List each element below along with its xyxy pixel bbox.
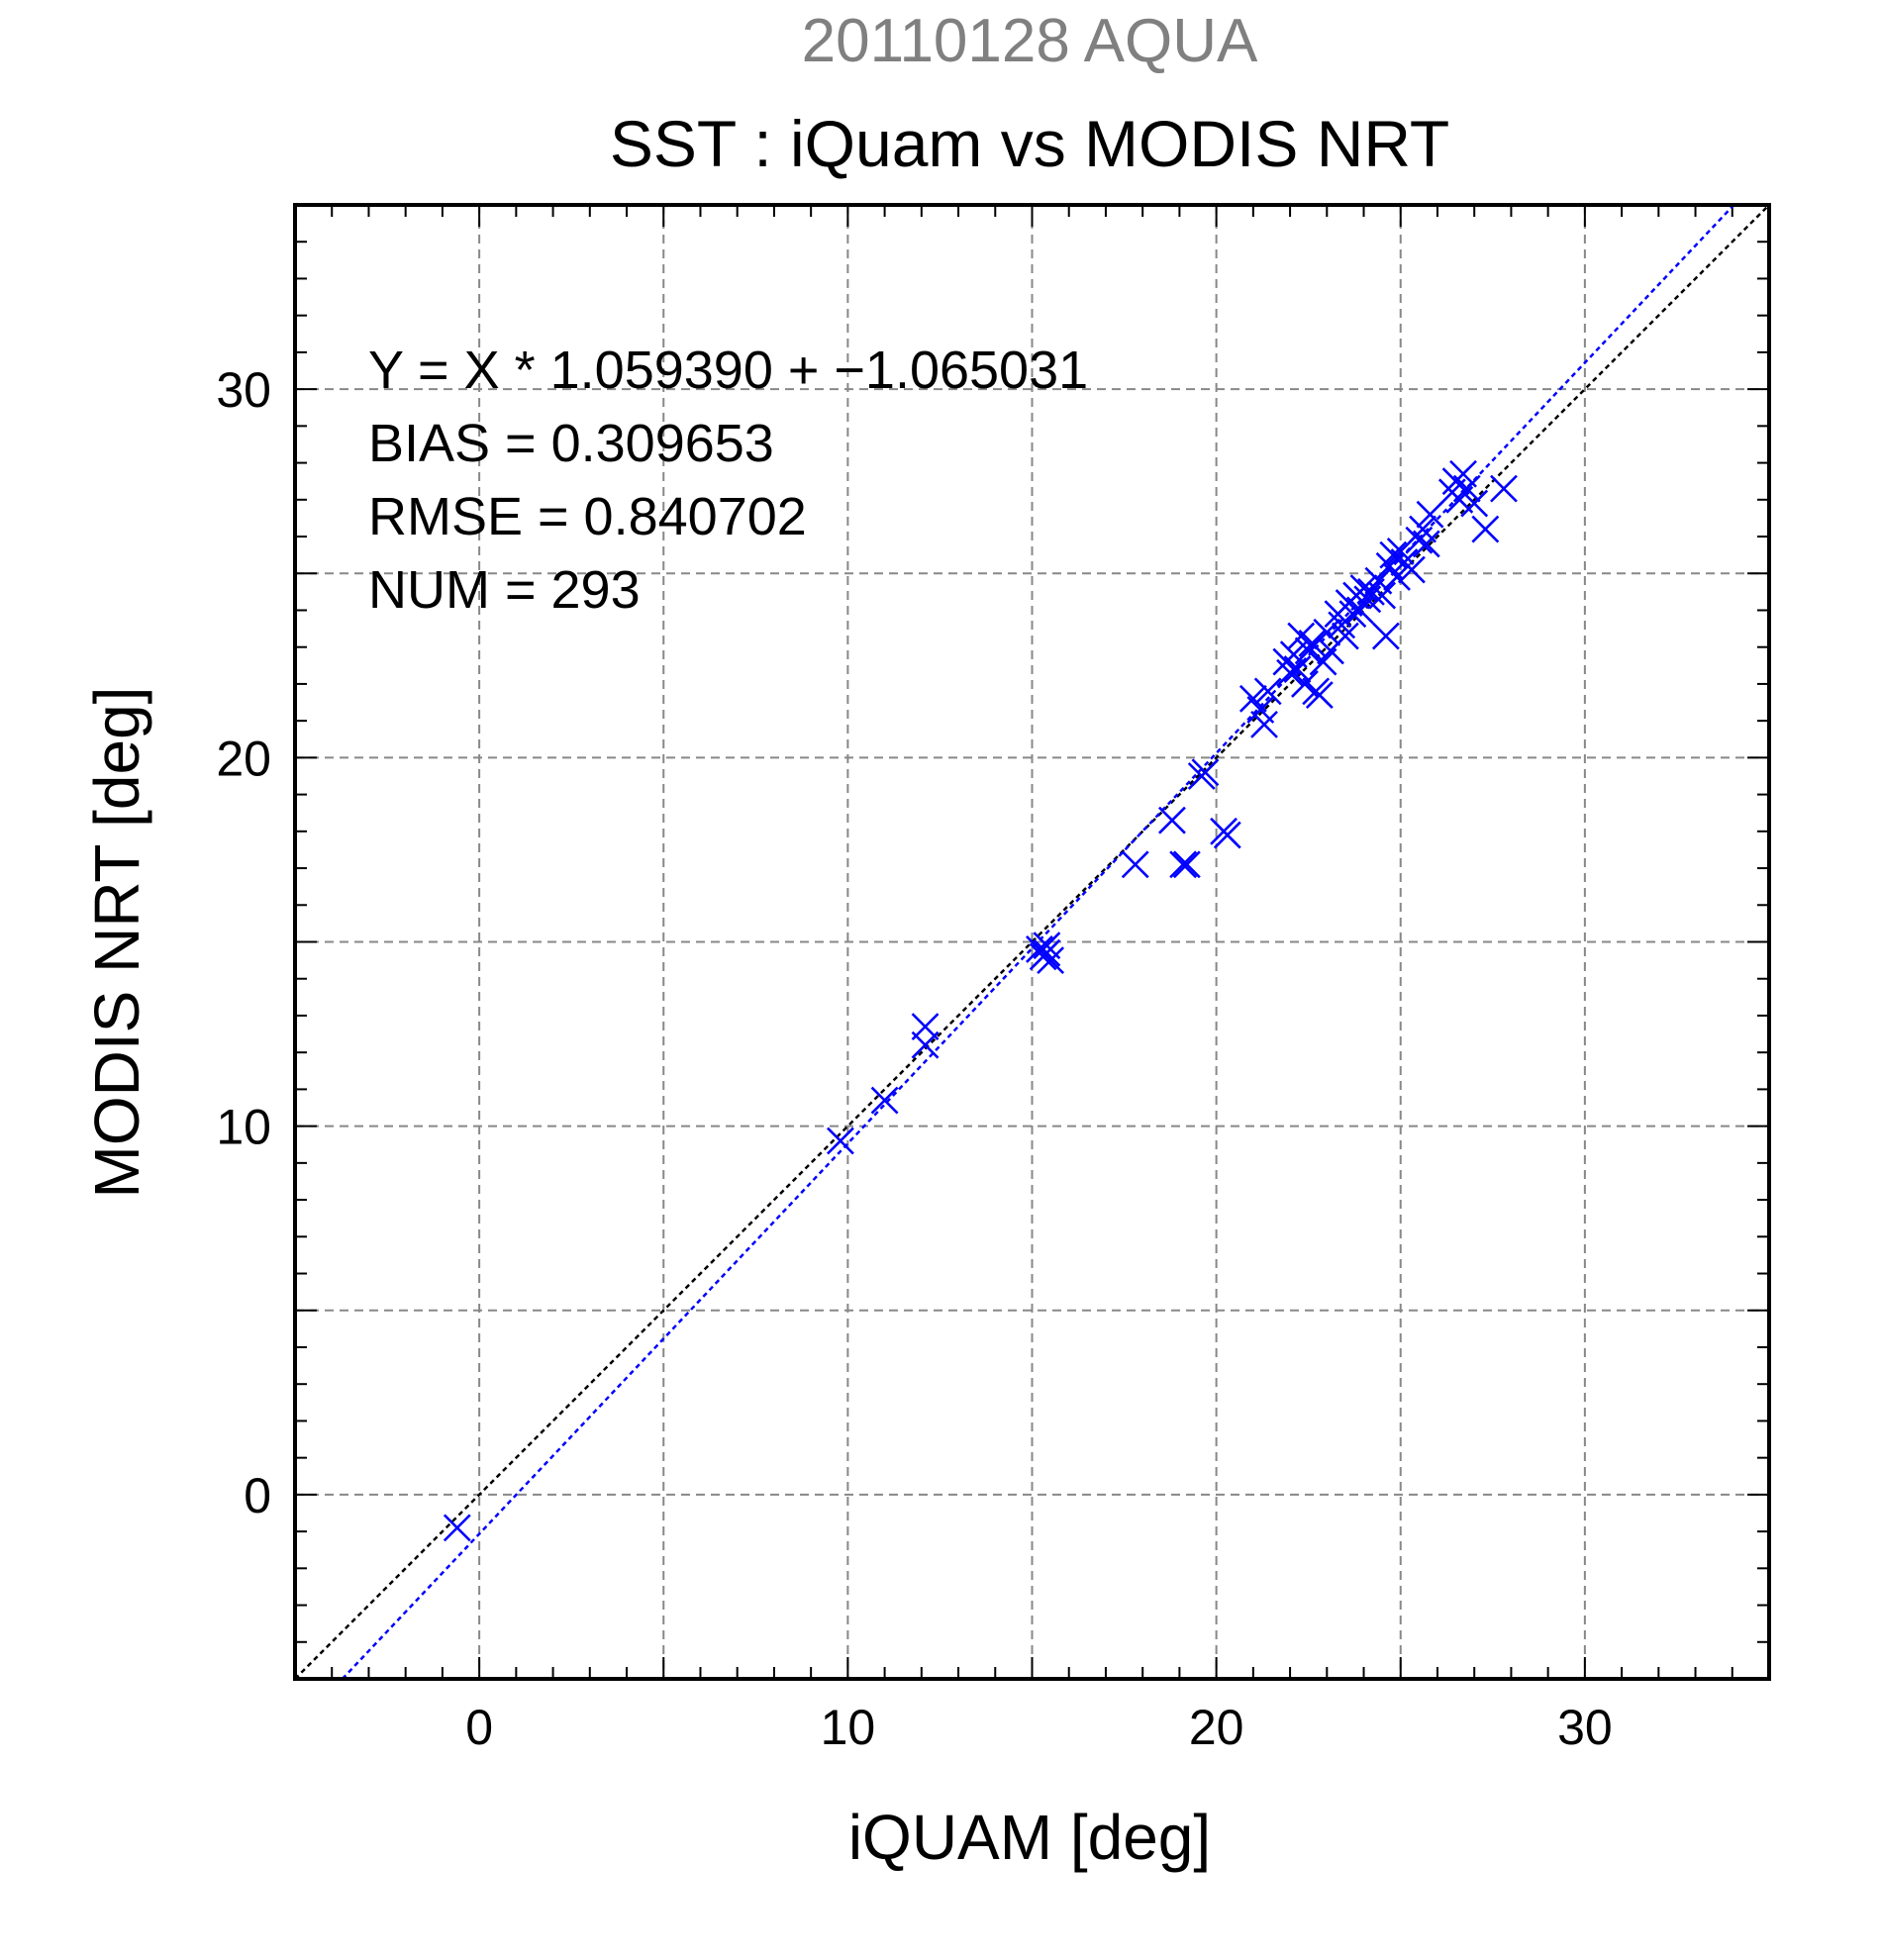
data-point	[1405, 526, 1434, 554]
y-tick-label: 10	[216, 1100, 271, 1155]
data-point	[1169, 850, 1198, 879]
x-tick-label: 20	[1189, 1700, 1244, 1755]
chart-title: 20110128 AQUA	[802, 7, 1258, 75]
grid-lines	[295, 205, 1769, 1679]
annotations: Y = X * 1.059390 + −1.065031 BIAS = 0.30…	[368, 341, 1088, 620]
data-point	[1471, 515, 1500, 543]
data-point	[1416, 500, 1444, 529]
data-point	[1490, 474, 1518, 503]
tick-labels: 0 10 20 30 0 10 20 30	[216, 362, 1612, 1755]
data-points	[443, 459, 1518, 1542]
data-point	[1033, 938, 1061, 967]
data-point	[1349, 574, 1378, 603]
data-point	[911, 1013, 940, 1041]
x-tick-label: 10	[821, 1700, 876, 1755]
data-point	[1313, 618, 1341, 646]
data-point	[1191, 758, 1220, 787]
chart-subtitle: SST : iQuam vs MODIS NRT	[610, 107, 1449, 180]
rmse-stat: RMSE = 0.840702	[368, 487, 807, 546]
data-point	[1331, 622, 1359, 650]
y-tick-label: 20	[216, 731, 271, 786]
y-tick-label: 30	[216, 362, 271, 418]
data-point	[870, 1086, 899, 1115]
data-point	[1371, 622, 1400, 650]
data-point	[1460, 489, 1489, 518]
data-point	[1386, 537, 1415, 565]
data-point	[1158, 806, 1186, 834]
data-point	[1397, 555, 1426, 584]
bias-stat: BIAS = 0.309653	[368, 414, 774, 473]
num-stat: NUM = 293	[368, 560, 641, 620]
data-point	[1276, 658, 1304, 687]
data-point	[1383, 563, 1411, 591]
x-tick-label: 30	[1557, 1700, 1613, 1755]
data-point	[1368, 581, 1397, 610]
data-point	[1250, 710, 1278, 738]
regression-equation: Y = X * 1.059390 + −1.065031	[368, 341, 1088, 400]
x-tick-label: 0	[465, 1700, 493, 1755]
data-point	[1452, 474, 1481, 503]
data-point	[1305, 681, 1334, 710]
data-point	[1213, 821, 1241, 849]
y-tick-label: 0	[244, 1468, 271, 1523]
data-point	[1283, 655, 1312, 683]
data-point	[1253, 677, 1282, 706]
data-point	[443, 1514, 471, 1542]
data-point	[1298, 630, 1327, 657]
data-point	[1412, 530, 1440, 558]
data-point	[1172, 850, 1201, 879]
y-axis-label: MODIS NRT [deg]	[81, 687, 152, 1199]
data-point	[1033, 931, 1061, 960]
plot-frame	[293, 203, 1771, 1681]
x-axis-label: iQUAM [deg]	[848, 1802, 1211, 1873]
data-point	[1121, 850, 1149, 879]
data-point	[827, 1127, 854, 1155]
